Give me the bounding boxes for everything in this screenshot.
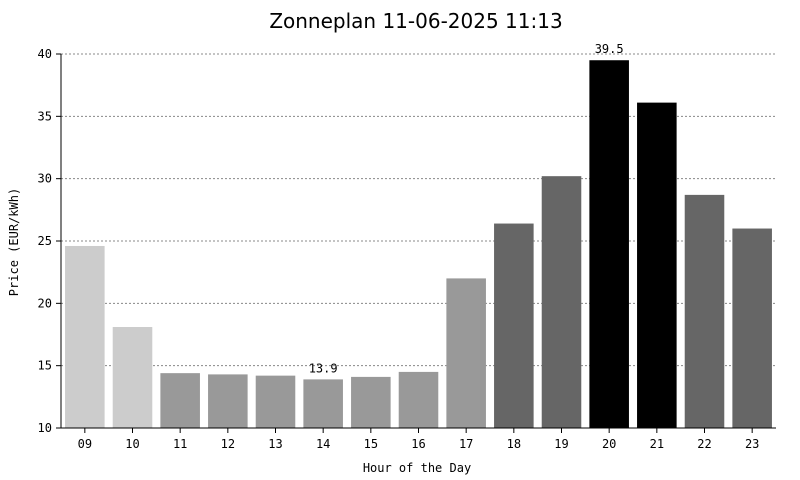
y-tick-label: 25 <box>38 234 52 248</box>
x-tick-label-22: 22 <box>697 437 711 451</box>
x-tick-label-17: 17 <box>459 437 473 451</box>
bar-10 <box>112 327 153 428</box>
data-label-14: 13.9 <box>309 361 338 375</box>
x-tick-label-10: 10 <box>125 437 139 451</box>
x-tick-label-09: 09 <box>78 437 92 451</box>
annotations: 39.5 13.9 <box>309 42 624 375</box>
x-tick-label-11: 11 <box>173 437 187 451</box>
x-tick-label-21: 21 <box>650 437 664 451</box>
x-tick-label-16: 16 <box>411 437 425 451</box>
y-tick-label: 10 <box>38 421 52 435</box>
x-tick-label-14: 14 <box>316 437 330 451</box>
bar-17 <box>446 278 486 428</box>
bar-19 <box>541 176 582 428</box>
axes <box>56 53 776 433</box>
bar-23 <box>732 228 772 428</box>
x-tick-label-19: 19 <box>554 437 568 451</box>
y-axis-label: Price (EUR/kWh) <box>7 188 21 296</box>
y-tick-label: 40 <box>38 47 52 61</box>
y-tick-label: 30 <box>38 172 52 186</box>
bar-12 <box>208 374 248 428</box>
bar-09 <box>65 245 105 428</box>
y-tick-label: 35 <box>38 109 52 123</box>
bars <box>65 60 772 429</box>
y-tick-labels: 10 15 20 25 30 35 40 <box>38 47 52 435</box>
x-tick-label-23: 23 <box>745 437 759 451</box>
bar-20 <box>589 60 629 428</box>
x-tick-label-12: 12 <box>221 437 235 451</box>
y-tick-label: 15 <box>38 359 52 373</box>
bar-21 <box>637 102 677 429</box>
bar-14 <box>303 379 343 428</box>
x-tick-label-20: 20 <box>602 437 616 451</box>
x-tick-label-18: 18 <box>507 437 521 451</box>
bar-13 <box>255 375 296 428</box>
data-label-20: 39.5 <box>595 42 624 56</box>
x-tick-label-15: 15 <box>364 437 378 451</box>
bar-18 <box>494 223 534 428</box>
x-tick-label-13: 13 <box>268 437 282 451</box>
bar-11 <box>160 373 200 428</box>
chart-title: Zonneplan 11-06-2025 11:13 <box>269 9 562 33</box>
y-tick-label: 20 <box>38 296 52 310</box>
bar-15 <box>351 376 391 428</box>
x-axis-label: Hour of the Day <box>363 461 471 475</box>
bar-16 <box>398 371 439 428</box>
bar-22 <box>684 194 725 428</box>
x-tick-labels: 09 10 11 12 13 14 15 16 17 18 19 20 21 22 23 <box>78 437 760 451</box>
gridlines <box>61 53 776 367</box>
